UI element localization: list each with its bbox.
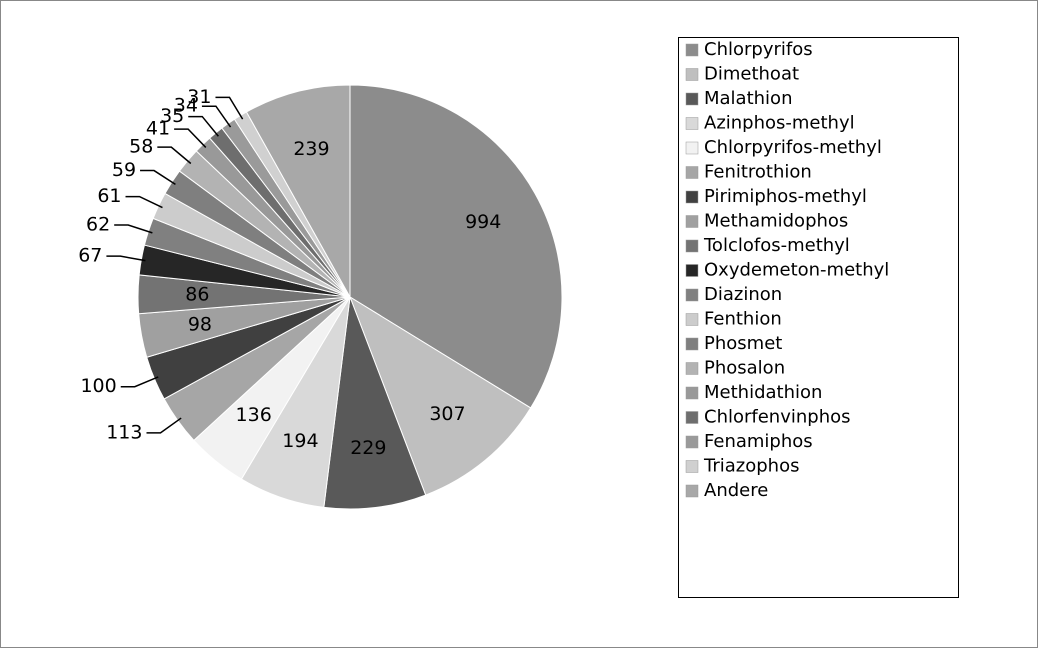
data-label: 86 [185, 284, 209, 306]
legend-swatch [685, 313, 699, 326]
data-label: 994 [465, 211, 501, 233]
legend-label: Phosmet [704, 333, 782, 354]
pie-slice [323, 296, 427, 510]
legend-swatch [685, 239, 699, 253]
legend-swatch [685, 337, 699, 351]
data-label: 41 [146, 118, 170, 140]
legend-label: Fenthion [704, 309, 782, 330]
legend-swatch [685, 190, 699, 204]
pie-slice [349, 84, 563, 409]
data-label: 34 [174, 95, 198, 117]
data-label: 35 [160, 105, 184, 127]
legend-swatch [685, 117, 699, 130]
leader-line [157, 146, 192, 165]
legend-box [678, 37, 959, 598]
data-label: 61 [97, 185, 121, 207]
legend-label: Methidathion [704, 382, 822, 403]
leader-line [146, 417, 182, 434]
legend-label: Diazinon [704, 284, 782, 305]
legend-swatch [685, 43, 699, 57]
legend-label: Triazophos [703, 456, 799, 477]
pie: 994 307 229 194 136 113 100 98 86 67 62 61 595841353… [78, 84, 563, 510]
legend-label: Azinphos-methyl [704, 113, 855, 134]
legend-swatch [685, 92, 699, 106]
data-label: 100 [80, 375, 116, 397]
legend-swatch [685, 68, 699, 81]
data-label: 58 [129, 136, 153, 158]
legend-label: Dimethoat [704, 64, 799, 85]
legend-swatch [685, 484, 699, 498]
leader-line [201, 105, 232, 128]
legend-swatch [685, 288, 699, 302]
legend-swatch [685, 362, 699, 375]
legend-swatch [685, 460, 699, 473]
data-label: 113 [106, 421, 142, 443]
data-label: 307 [429, 403, 465, 425]
data-label: 194 [282, 430, 318, 452]
leader-line [140, 169, 176, 185]
legend-label: Pirimiphos-methyl [704, 186, 867, 207]
legend-label: Methamidophos [704, 211, 848, 232]
legend-swatch [685, 411, 699, 424]
leader-line [215, 96, 244, 120]
leader-line [174, 128, 207, 148]
legend-label: Oxydemeton-methyl [704, 260, 889, 281]
leader-line [120, 376, 159, 388]
data-label: 59 [112, 159, 136, 181]
data-label: 239 [293, 138, 329, 160]
legend-label: Andere [704, 480, 768, 501]
legend-label: Chlorpyrifos [704, 39, 813, 60]
leader-line [106, 255, 146, 262]
legend-label: Fenamiphos [704, 431, 813, 452]
legend-swatch [685, 435, 699, 449]
legend-swatch [685, 386, 699, 400]
data-label: 31 [187, 86, 211, 108]
data-label: 67 [78, 245, 102, 267]
leader-line [125, 195, 163, 209]
leader-line [114, 224, 153, 234]
legend-label: Malathion [704, 88, 792, 109]
data-label: 136 [236, 404, 272, 426]
data-label: 229 [350, 437, 386, 459]
legend-swatch [685, 141, 699, 155]
legend-label: Phosalon [704, 358, 785, 379]
legend-swatch [685, 215, 699, 228]
legend-label: Tolclofos-methyl [703, 235, 850, 256]
legend: Chlorpyrifos Dimethoat Malathion Azinphos-m… [685, 39, 889, 501]
legend-swatch [685, 166, 699, 179]
leader-line [188, 115, 219, 137]
legend-label: Chlorpyrifos-methyl [704, 137, 882, 158]
data-label: 98 [188, 313, 212, 335]
legend-label: Fenitrothion [704, 162, 812, 183]
legend-swatch [685, 264, 699, 277]
legend-label: Chlorfenvinphos [704, 407, 851, 428]
pie-slice [245, 84, 351, 299]
data-label: 62 [86, 214, 110, 236]
pie-slice [349, 295, 532, 496]
